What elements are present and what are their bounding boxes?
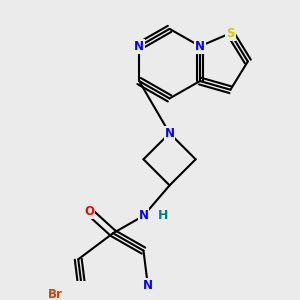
Text: S: S	[226, 27, 235, 40]
Text: N: N	[165, 127, 175, 140]
Text: N: N	[134, 40, 144, 53]
Text: N: N	[143, 279, 153, 292]
Text: O: O	[84, 205, 94, 218]
Text: N: N	[139, 209, 148, 222]
Text: Br: Br	[48, 288, 63, 300]
Text: H: H	[158, 209, 168, 222]
Text: N: N	[195, 40, 205, 53]
